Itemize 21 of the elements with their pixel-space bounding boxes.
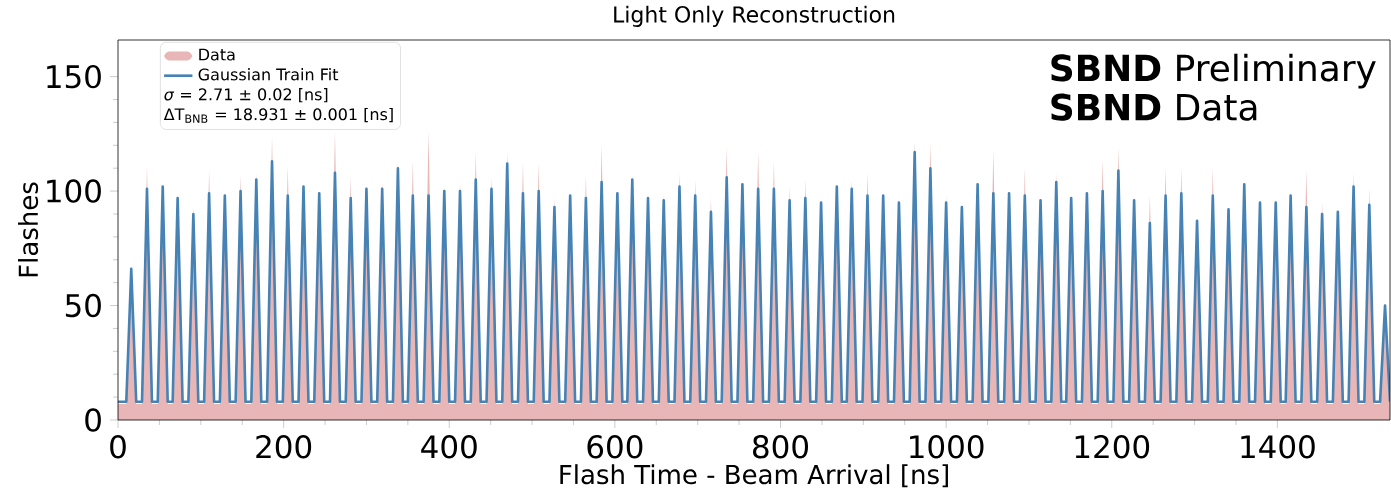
annotation: SBND Preliminary [1051,53,1376,89]
x-tick-label: 800 [753,435,809,459]
y-tick-label: 100 [47,179,101,203]
x-tick-label: 0 [110,435,126,459]
x-tick-label: 1400 [1241,435,1315,459]
y-tick-label: 50 [65,293,101,318]
x-tick-label: 1200 [1075,435,1150,459]
x-tick-label: 200 [256,435,312,459]
chart-title: Light Only Reconstruction [614,5,895,27]
x-axis-title: Flash Time - Beam Arrival [ns] [560,464,948,488]
x-tick-label: 600 [587,435,643,459]
legend-label: Gaussian Train Fit [198,68,339,81]
x-tick-label: 400 [421,435,477,459]
y-tick-label: 150 [47,64,101,89]
annotation: SBND Data [1051,93,1257,121]
x-tick-label: 1000 [910,435,984,459]
annotation: σ = 2.71 ± 0.02 [ns] [164,88,328,103]
y-tick-label: 0 [85,408,101,432]
y-axis-title: Flashes [17,182,39,277]
legend-label: Data [199,48,235,61]
annotation: ΔT$_{BNB}$ = 18.931 ± 0.001 [ns] [163,107,393,123]
